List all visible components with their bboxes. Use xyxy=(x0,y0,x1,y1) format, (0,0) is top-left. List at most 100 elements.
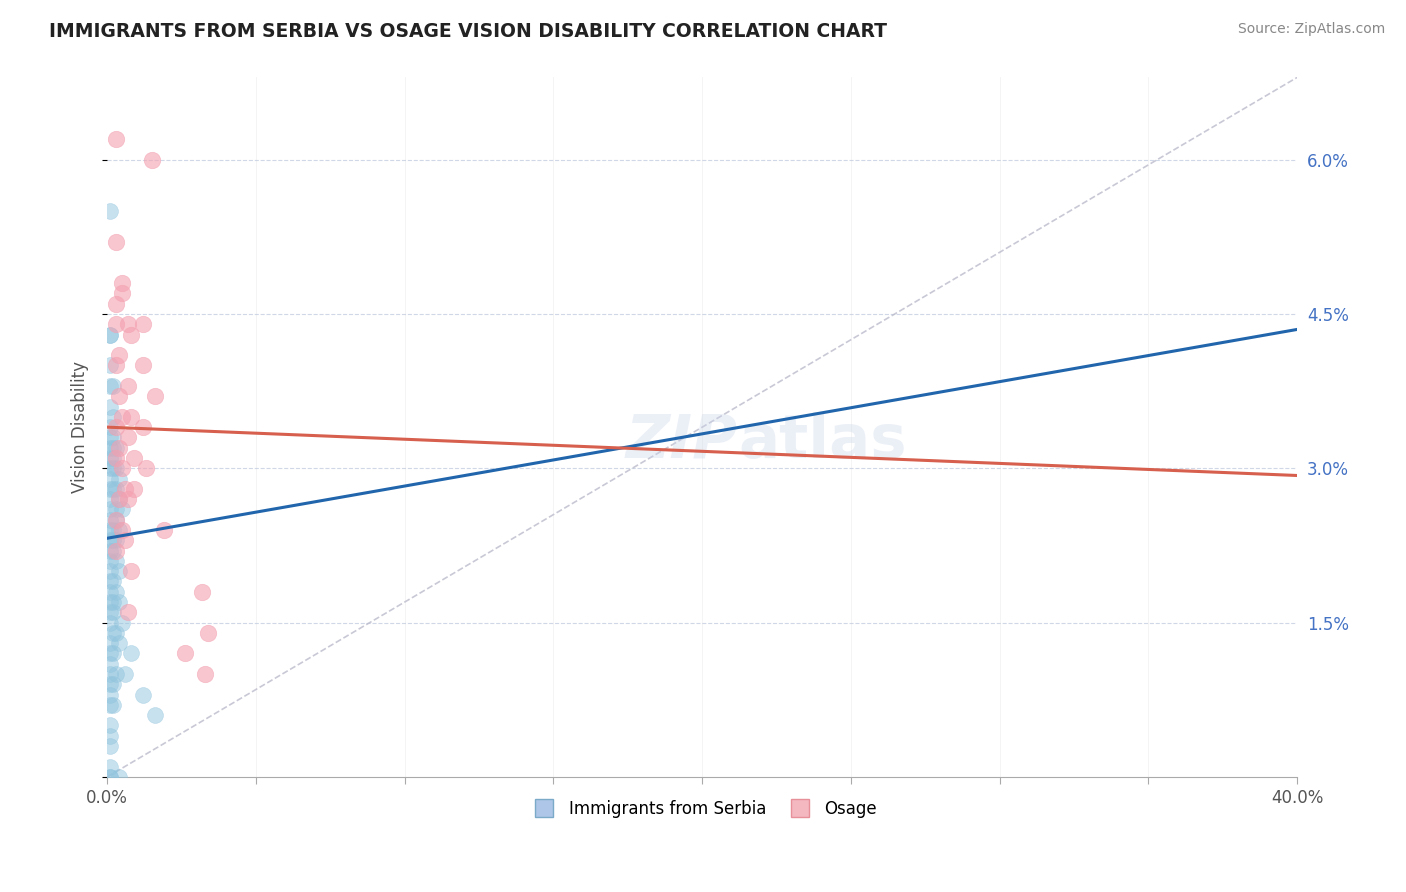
Point xyxy=(103,625,125,640)
Point xyxy=(98,759,121,773)
Point xyxy=(98,595,121,609)
Point xyxy=(111,523,134,537)
Point xyxy=(108,636,131,650)
Point xyxy=(108,348,131,362)
Point xyxy=(111,409,134,424)
Point xyxy=(120,564,142,578)
Point xyxy=(111,502,134,516)
Point xyxy=(105,450,128,465)
Point xyxy=(98,636,121,650)
Text: IMMIGRANTS FROM SERBIA VS OSAGE VISION DISABILITY CORRELATION CHART: IMMIGRANTS FROM SERBIA VS OSAGE VISION D… xyxy=(49,22,887,41)
Point xyxy=(108,595,131,609)
Point xyxy=(98,502,121,516)
Text: atlas: atlas xyxy=(738,411,907,471)
Point xyxy=(98,564,121,578)
Point xyxy=(98,450,121,465)
Point xyxy=(103,461,125,475)
Point xyxy=(103,543,125,558)
Point xyxy=(103,605,125,619)
Point xyxy=(103,379,125,393)
Point xyxy=(135,461,157,475)
Point xyxy=(108,564,131,578)
Point xyxy=(98,657,121,671)
Point xyxy=(98,379,121,393)
Point xyxy=(105,513,128,527)
Point xyxy=(98,718,121,732)
Point xyxy=(98,327,121,342)
Point xyxy=(103,698,125,712)
Point xyxy=(194,667,217,681)
Point xyxy=(105,513,128,527)
Point xyxy=(117,379,139,393)
Point xyxy=(103,595,125,609)
Point xyxy=(98,492,121,507)
Point xyxy=(98,327,121,342)
Point xyxy=(108,770,131,784)
Point xyxy=(120,647,142,661)
Point xyxy=(111,276,134,290)
Point xyxy=(98,574,121,589)
Point xyxy=(111,615,134,630)
Point xyxy=(117,430,139,444)
Point xyxy=(197,625,219,640)
Point xyxy=(103,450,125,465)
Point xyxy=(117,605,139,619)
Point xyxy=(108,441,131,455)
Point xyxy=(132,420,155,434)
Point xyxy=(98,729,121,743)
Text: Source: ZipAtlas.com: Source: ZipAtlas.com xyxy=(1237,22,1385,37)
Point xyxy=(103,409,125,424)
Point xyxy=(98,523,121,537)
Point xyxy=(105,667,128,681)
Point xyxy=(98,698,121,712)
Point xyxy=(98,584,121,599)
Point xyxy=(117,318,139,332)
Point xyxy=(98,615,121,630)
Point xyxy=(98,647,121,661)
Point xyxy=(122,450,145,465)
Point xyxy=(98,420,121,434)
Point xyxy=(132,318,155,332)
Point xyxy=(105,441,128,455)
Point xyxy=(103,482,125,496)
Point xyxy=(103,523,125,537)
Point xyxy=(103,647,125,661)
Point xyxy=(153,523,176,537)
Point xyxy=(105,420,128,434)
Point xyxy=(122,482,145,496)
Y-axis label: Vision Disability: Vision Disability xyxy=(72,361,89,493)
Point xyxy=(98,667,121,681)
Point xyxy=(191,584,214,599)
Point xyxy=(103,441,125,455)
Point xyxy=(98,359,121,373)
Point xyxy=(105,502,128,516)
Point xyxy=(105,482,128,496)
Point xyxy=(105,359,128,373)
Point xyxy=(111,461,134,475)
Point xyxy=(98,770,121,784)
Point xyxy=(120,409,142,424)
Point xyxy=(105,235,128,249)
Point xyxy=(105,543,128,558)
Point xyxy=(105,625,128,640)
Point xyxy=(98,770,121,784)
Point xyxy=(132,688,155,702)
Point xyxy=(98,533,121,548)
Point xyxy=(98,543,121,558)
Point xyxy=(114,667,136,681)
Point xyxy=(108,389,131,403)
Point xyxy=(143,708,166,723)
Point xyxy=(108,472,131,486)
Point xyxy=(103,574,125,589)
Point xyxy=(103,533,125,548)
Point xyxy=(98,677,121,691)
Point xyxy=(98,513,121,527)
Point xyxy=(103,677,125,691)
Point xyxy=(98,400,121,414)
Point xyxy=(98,430,121,444)
Point xyxy=(114,533,136,548)
Point xyxy=(117,492,139,507)
Point xyxy=(141,153,163,167)
Point xyxy=(108,523,131,537)
Point xyxy=(105,318,128,332)
